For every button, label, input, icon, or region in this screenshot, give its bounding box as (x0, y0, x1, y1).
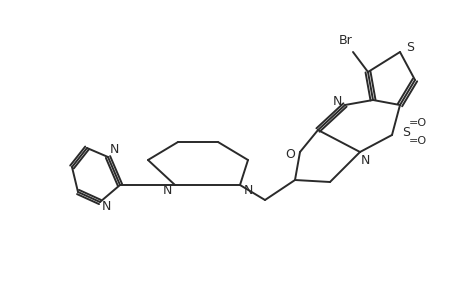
Text: N: N (109, 142, 118, 155)
Text: N: N (331, 94, 341, 107)
Text: N: N (243, 184, 252, 197)
Text: N: N (101, 200, 111, 214)
Text: Br: Br (338, 34, 352, 46)
Text: S: S (401, 125, 409, 139)
Text: O: O (285, 148, 294, 160)
Text: =O: =O (408, 118, 426, 128)
Text: S: S (405, 40, 413, 53)
Text: N: N (359, 154, 369, 166)
Text: N: N (162, 184, 171, 197)
Text: =O: =O (408, 136, 426, 146)
